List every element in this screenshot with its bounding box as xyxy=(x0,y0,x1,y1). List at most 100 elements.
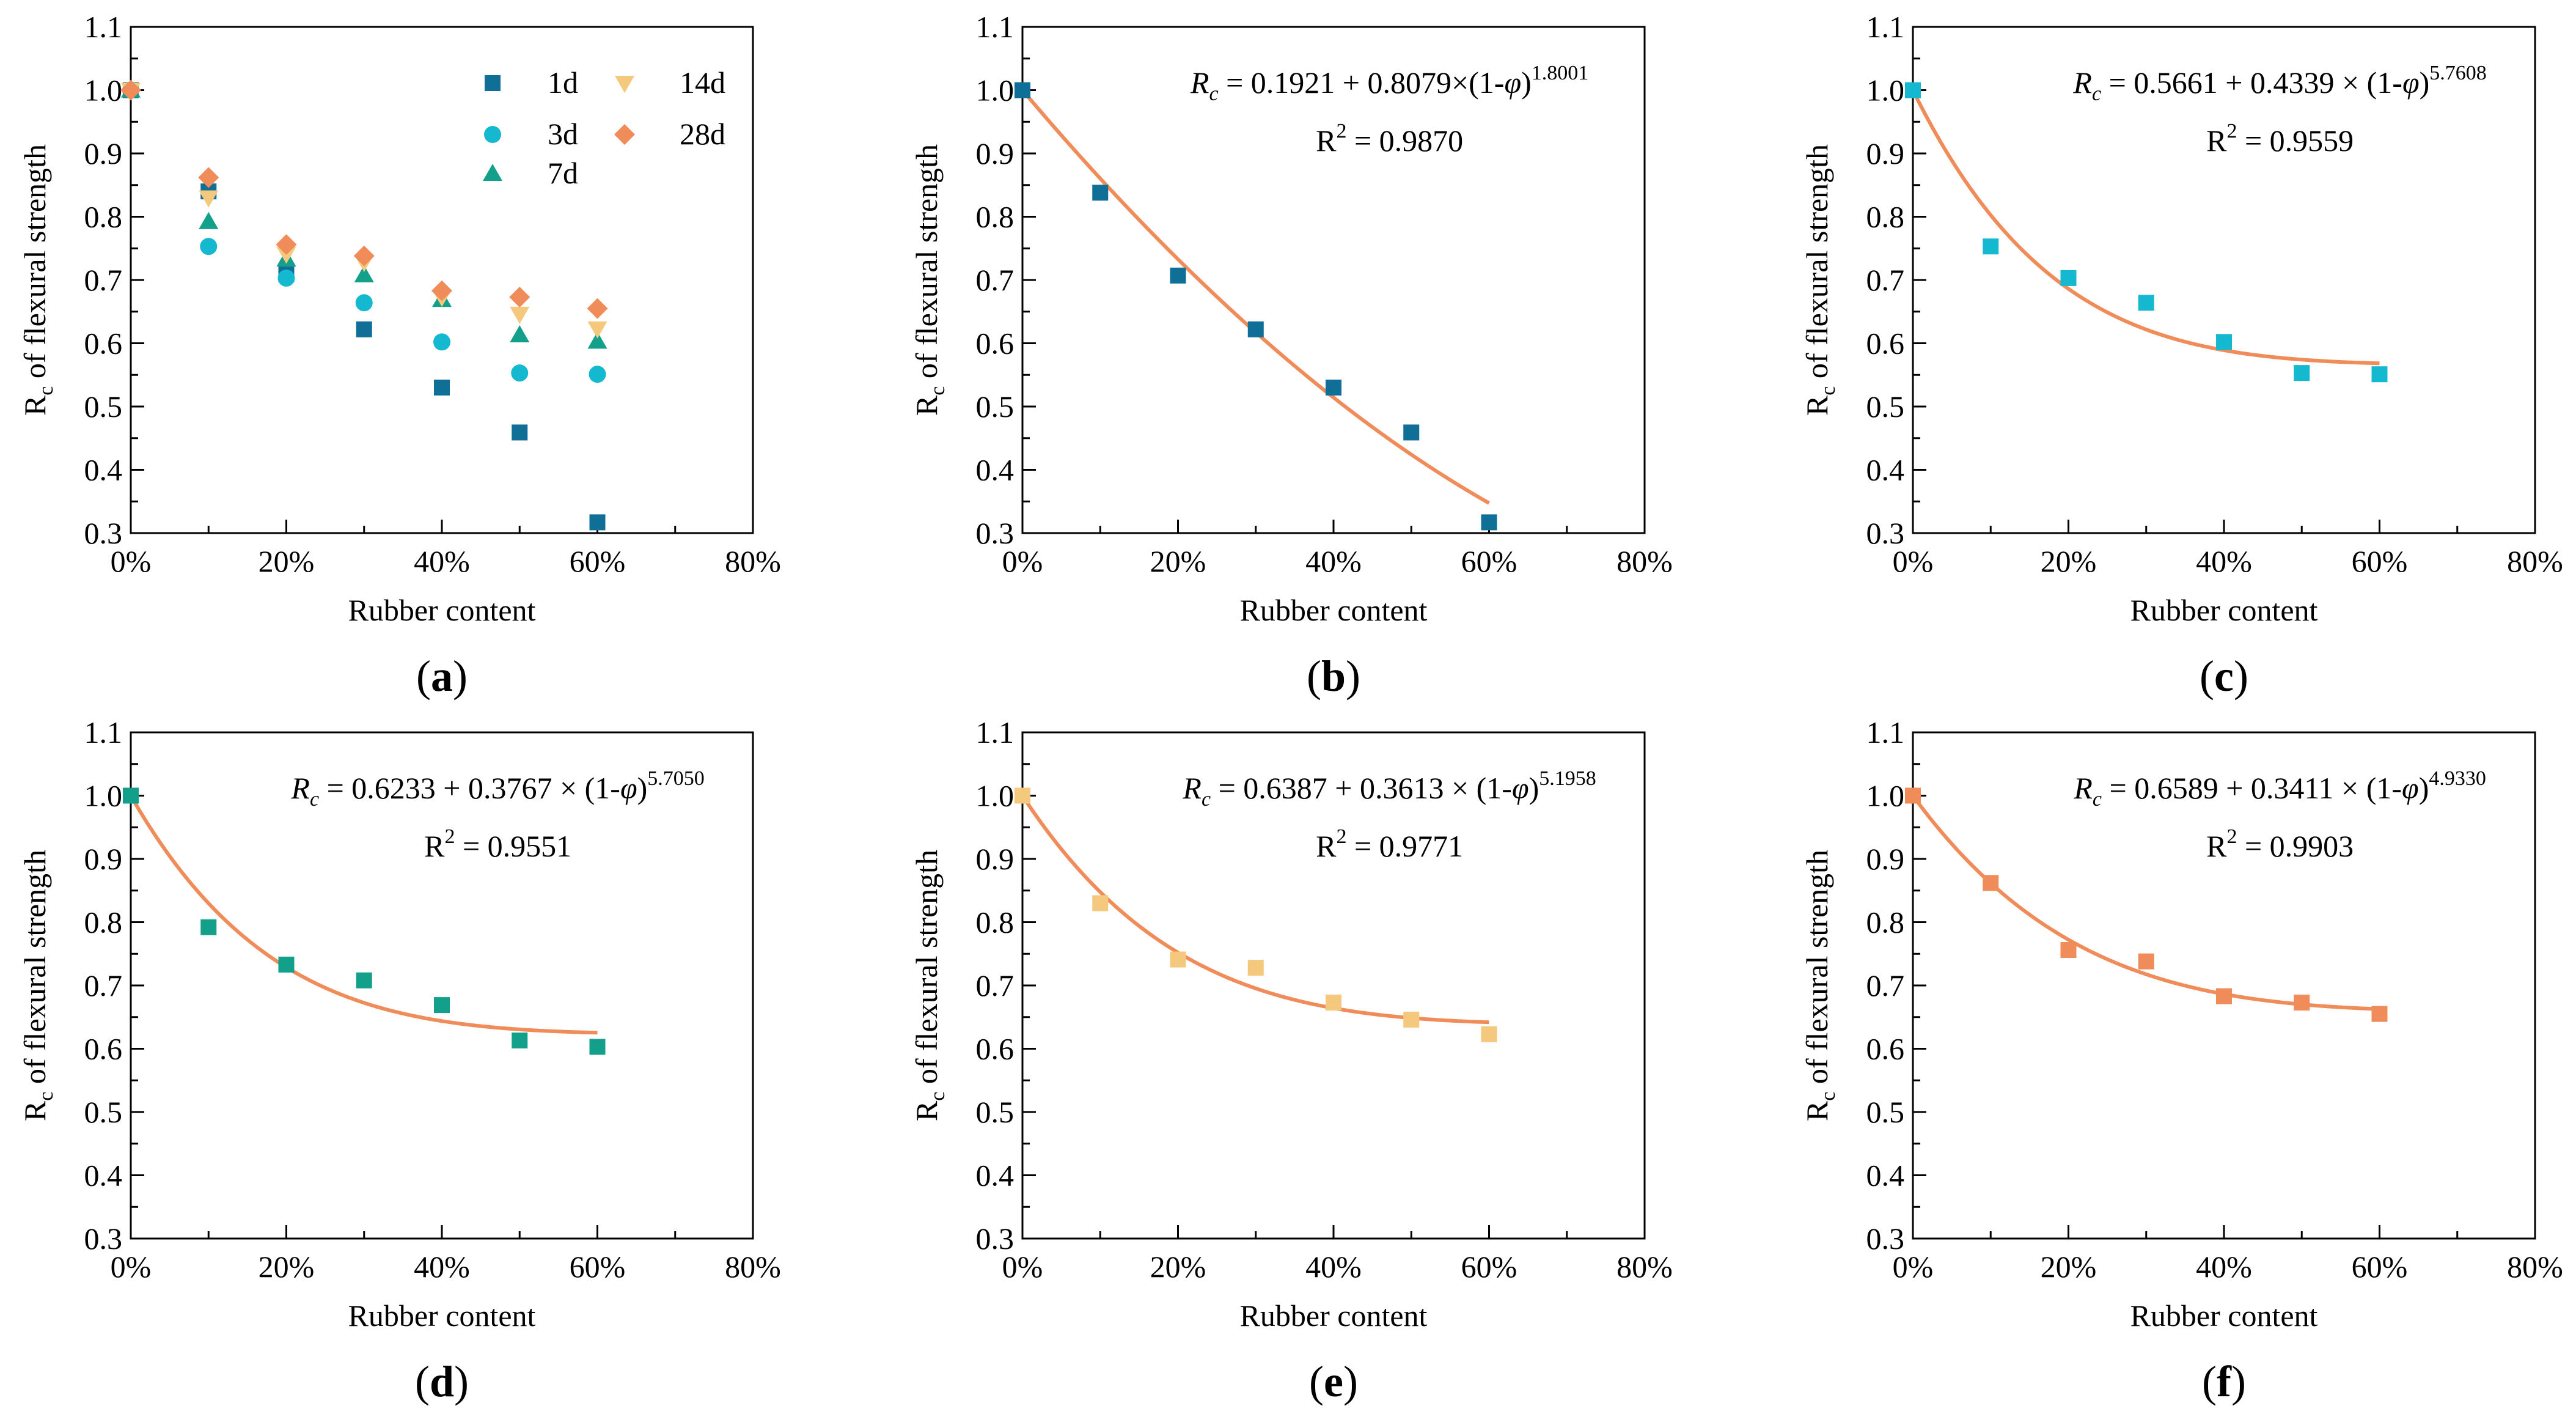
r-squared-label: R xyxy=(2206,123,2227,158)
data-point-28d xyxy=(1905,787,1921,804)
data-point-28d xyxy=(2138,953,2154,970)
y-tick-label: 0.6 xyxy=(84,1032,123,1066)
data-point-28d xyxy=(509,286,530,307)
x-tick-label: 80% xyxy=(1616,1250,1673,1284)
r-squared-label: R xyxy=(2206,829,2227,863)
equation-lhs-sub: c xyxy=(310,788,319,811)
x-tick-label: 40% xyxy=(2196,1250,2252,1284)
series-7d xyxy=(123,787,606,1055)
equation-body: = 0.5661 + 0.4339 × (1- xyxy=(2101,65,2402,100)
legend-label-3d: 3d xyxy=(548,117,578,151)
fit-equation: Rc = 0.6387 + 0.3613 × (1-φ)5.1958 xyxy=(1182,767,1596,811)
data-point-3d xyxy=(2060,270,2077,286)
y-tick-label: 1.1 xyxy=(84,715,123,749)
y-axis-label: Rc of flexural strength xyxy=(1800,144,1840,416)
x-tick-label: 20% xyxy=(1150,1250,1206,1284)
y-tick-label: 1.1 xyxy=(1866,10,1905,44)
chart-panel-a: 0% 20% 40% 60% 80% 0.3 0.4 0.5 0.6 0.7 0.8 0.9 1.0 1.… xyxy=(18,10,781,701)
y-tick-label: 0.8 xyxy=(84,905,123,940)
x-tick-label: 60% xyxy=(2352,544,2408,578)
chart-panel-e: 0% 20% 40% 60% 80% 0.3 0.4 0.5 0.6 0.7 0.8 0.9 1.0 1.… xyxy=(909,715,1673,1406)
x-tick-label: 40% xyxy=(1305,1250,1362,1284)
data-point-1d xyxy=(1092,185,1109,201)
y-tick-label: 1.1 xyxy=(1866,715,1905,749)
y-tick-label: 0.5 xyxy=(976,389,1015,424)
data-point-1d xyxy=(1015,82,1030,98)
equation-phi: φ xyxy=(620,771,637,805)
data-point-7d xyxy=(510,325,530,343)
y-axis-label-main: R xyxy=(909,1100,944,1121)
x-tick-label: 40% xyxy=(1305,544,1362,578)
x-axis-label: Rubber content xyxy=(2130,1298,2318,1333)
equation-body: = 0.6589 + 0.3411 × (1- xyxy=(2102,771,2402,805)
x-tick-label: 40% xyxy=(2196,544,2252,578)
r-squared-value: = 0.9870 xyxy=(1346,123,1463,158)
y-axis-label-main: R xyxy=(1800,395,1834,416)
y-tick-label: 1.1 xyxy=(976,10,1015,44)
data-point-3d xyxy=(589,366,606,383)
data-point-7d xyxy=(589,1039,606,1055)
data-point-3d xyxy=(355,294,373,312)
y-tick-label: 0.7 xyxy=(976,263,1015,297)
data-point-7d xyxy=(354,265,374,282)
data-point-7d xyxy=(434,997,450,1014)
equation-lhs-sub: c xyxy=(2092,83,2101,105)
y-tick-label: 0.8 xyxy=(976,905,1015,940)
r-squared-power: 2 xyxy=(1336,120,1346,142)
y-tick-label: 0.4 xyxy=(976,1158,1015,1193)
equation-lhs: R xyxy=(2073,771,2093,805)
panel-label: (f) xyxy=(2202,1357,2246,1406)
equation-close: ) xyxy=(2419,771,2429,805)
y-tick-label: 0.5 xyxy=(84,1095,123,1129)
data-point-7d xyxy=(199,212,219,229)
panel-label: (e) xyxy=(1309,1357,1358,1406)
panel-label: (d) xyxy=(415,1357,469,1406)
y-tick-label: 0.9 xyxy=(84,136,123,171)
panel-label: (c) xyxy=(2200,652,2248,701)
x-tick-label: 20% xyxy=(2041,1250,2097,1284)
data-point-7d xyxy=(200,919,217,935)
fit-curve xyxy=(129,794,598,1035)
plot-frame xyxy=(130,731,754,1240)
r-squared: R2 = 0.9551 xyxy=(424,825,571,863)
y-axis-label-sub: c xyxy=(1817,1092,1840,1101)
x-tick-label: 20% xyxy=(2041,544,2097,578)
legend-label-28d: 28d xyxy=(680,117,725,151)
data-point-28d xyxy=(1983,875,1999,891)
y-axis-label-sub: c xyxy=(1817,386,1840,396)
series-3d xyxy=(1905,82,2388,383)
plot-frame xyxy=(1021,731,1646,1240)
x-tick-label: 0% xyxy=(111,1250,152,1284)
y-tick-label: 0.6 xyxy=(976,1032,1015,1066)
data-point-14d xyxy=(1481,1026,1497,1042)
x-tick-label: 20% xyxy=(259,1250,315,1284)
y-axis-label-rest: of flexural strength xyxy=(909,144,944,386)
data-point-7d xyxy=(512,1033,528,1049)
data-point-3d xyxy=(1983,238,1999,255)
data-point-14d xyxy=(199,190,219,208)
equation-close: ) xyxy=(637,771,648,805)
data-point-14d xyxy=(276,246,296,264)
data-point-28d xyxy=(198,167,219,188)
r-squared-label: R xyxy=(424,829,445,863)
y-axis-label-rest: of flexural strength xyxy=(18,850,52,1092)
y-axis-label-main: R xyxy=(18,1100,52,1121)
panel-label-open: ( xyxy=(1309,1357,1324,1406)
panel-label-open: ( xyxy=(416,652,431,701)
x-axis-label: Rubber content xyxy=(2130,593,2318,627)
panel-label: (b) xyxy=(1307,652,1360,701)
panel-label-letter: b xyxy=(1321,652,1346,701)
x-tick-label: 0% xyxy=(1002,544,1043,578)
r-squared: R2 = 0.9870 xyxy=(1316,120,1463,158)
y-axis-label-rest: of flexural strength xyxy=(18,144,52,386)
x-tick-label: 80% xyxy=(1616,544,1673,578)
equation-lhs: R xyxy=(1190,65,1209,100)
legend-marker-3d xyxy=(484,126,501,143)
legend-label-1d: 1d xyxy=(548,65,578,100)
y-tick-label: 0.5 xyxy=(84,389,123,424)
data-point-3d xyxy=(2216,334,2232,350)
equation-exponent: 5.7608 xyxy=(2429,62,2487,84)
legend-marker-7d xyxy=(483,164,502,181)
equation-phi: φ xyxy=(2402,65,2420,100)
x-axis-label: Rubber content xyxy=(1240,593,1428,627)
